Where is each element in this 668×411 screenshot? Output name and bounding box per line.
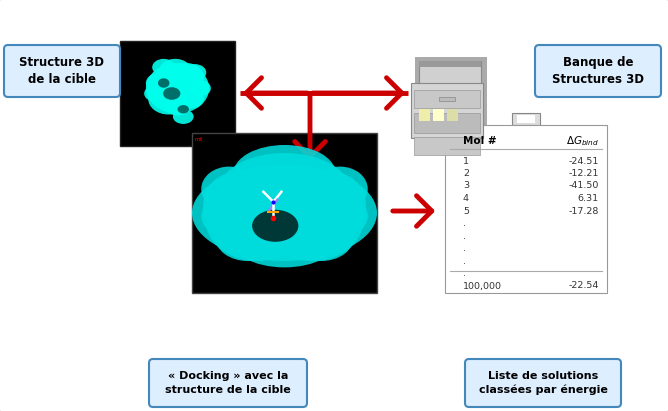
Text: -17.28: -17.28 — [568, 206, 599, 215]
Bar — [419, 109, 430, 121]
Bar — [411, 83, 483, 139]
Ellipse shape — [146, 63, 209, 113]
Bar — [414, 137, 480, 155]
Bar — [419, 61, 481, 67]
Text: 2: 2 — [463, 169, 469, 178]
Ellipse shape — [178, 89, 204, 108]
Ellipse shape — [261, 181, 363, 261]
Bar — [414, 90, 480, 108]
Ellipse shape — [220, 153, 349, 225]
Ellipse shape — [289, 213, 354, 261]
Text: Mol #: Mol # — [463, 136, 496, 146]
Ellipse shape — [192, 165, 377, 261]
Text: .: . — [463, 269, 466, 278]
Text: .: . — [463, 256, 466, 266]
Bar — [445, 125, 607, 293]
FancyBboxPatch shape — [465, 359, 621, 407]
Text: -41.50: -41.50 — [568, 182, 599, 191]
Ellipse shape — [312, 166, 368, 211]
Ellipse shape — [178, 105, 189, 113]
Ellipse shape — [152, 59, 175, 76]
Bar — [414, 113, 480, 133]
Ellipse shape — [206, 181, 308, 261]
Ellipse shape — [201, 199, 238, 234]
Text: 1: 1 — [463, 157, 469, 166]
Text: 4: 4 — [463, 194, 469, 203]
Text: -12.21: -12.21 — [568, 169, 599, 178]
Text: -24.51: -24.51 — [568, 157, 599, 166]
Bar — [439, 97, 455, 101]
Bar — [517, 115, 535, 123]
Bar — [433, 109, 444, 121]
Ellipse shape — [331, 199, 368, 234]
FancyBboxPatch shape — [149, 359, 307, 407]
Bar — [447, 109, 458, 121]
Text: -22.54: -22.54 — [568, 282, 599, 291]
Bar — [415, 58, 487, 143]
Text: 100,000: 100,000 — [463, 282, 502, 291]
Ellipse shape — [165, 97, 190, 115]
Ellipse shape — [190, 81, 211, 96]
Text: 6.31: 6.31 — [578, 194, 599, 203]
Text: mil: mil — [195, 137, 204, 142]
Text: « Docking » avec la
structure de la cible: « Docking » avec la structure de la cibl… — [165, 372, 291, 395]
Bar — [192, 133, 377, 293]
Ellipse shape — [203, 171, 273, 239]
Text: Structure 3D
de la cible: Structure 3D de la cible — [19, 56, 104, 86]
Text: .: . — [463, 244, 466, 253]
Ellipse shape — [296, 171, 366, 239]
Text: 3: 3 — [463, 182, 469, 191]
Ellipse shape — [148, 83, 188, 115]
Bar — [512, 113, 540, 125]
Ellipse shape — [215, 213, 280, 261]
Ellipse shape — [170, 63, 204, 92]
Text: $\Delta G_{bind}$: $\Delta G_{bind}$ — [566, 134, 599, 148]
Ellipse shape — [201, 166, 257, 211]
Ellipse shape — [146, 72, 174, 93]
Bar — [419, 61, 481, 91]
Ellipse shape — [173, 109, 194, 124]
Text: .: . — [463, 231, 466, 240]
Ellipse shape — [252, 210, 299, 242]
Ellipse shape — [163, 87, 180, 100]
Text: .: . — [463, 219, 466, 228]
Bar — [120, 41, 235, 146]
Ellipse shape — [183, 64, 206, 81]
Ellipse shape — [158, 78, 170, 88]
Ellipse shape — [159, 59, 191, 82]
Text: 5: 5 — [463, 206, 469, 215]
Text: Banque de
Structures 3D: Banque de Structures 3D — [552, 56, 644, 86]
FancyBboxPatch shape — [535, 45, 661, 97]
Ellipse shape — [234, 145, 335, 201]
Ellipse shape — [144, 85, 165, 102]
Text: Liste de solutions
classées par énergie: Liste de solutions classées par énergie — [478, 371, 607, 395]
FancyBboxPatch shape — [4, 45, 120, 97]
Ellipse shape — [229, 207, 340, 268]
